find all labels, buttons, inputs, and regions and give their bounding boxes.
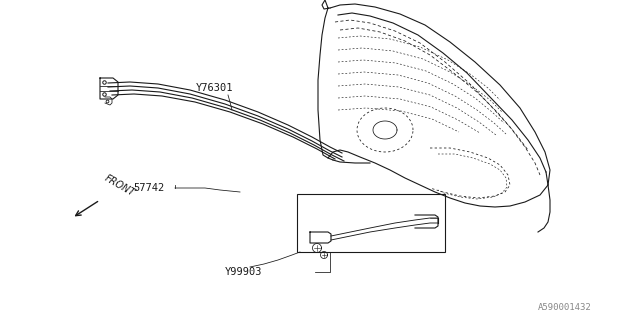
- Bar: [297, 194, 445, 252]
- Text: Y76301: Y76301: [196, 83, 234, 93]
- Text: FRONT: FRONT: [103, 173, 137, 198]
- Text: 57742: 57742: [134, 183, 165, 193]
- Text: A590001432: A590001432: [538, 303, 592, 312]
- Text: Y99903: Y99903: [225, 267, 262, 277]
